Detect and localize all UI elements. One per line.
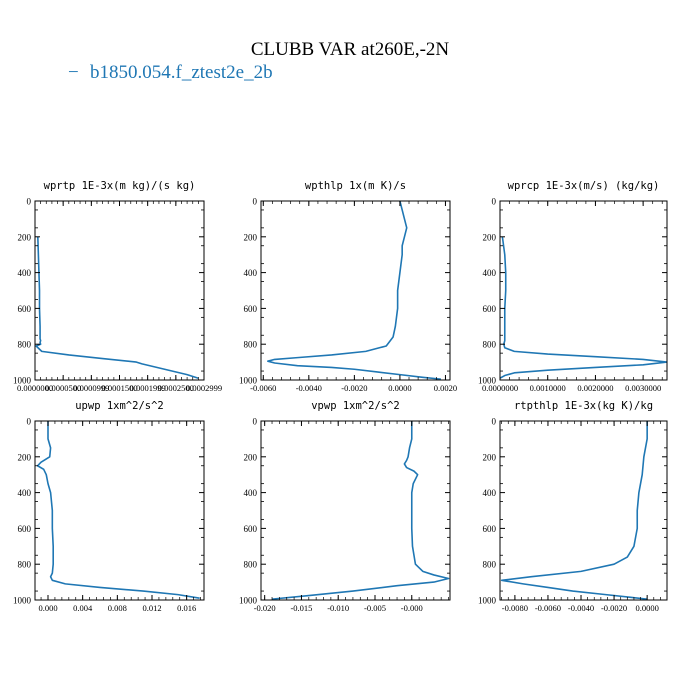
y-tick-label: 800 (483, 340, 497, 350)
x-tick-label: -0.0060 (535, 603, 561, 613)
y-tick-label: 400 (244, 488, 258, 498)
y-tick-label: 1000 (13, 376, 32, 386)
x-tick-label: 0.0000000 (482, 383, 518, 393)
plot-frame (260, 200, 451, 381)
chart-panel-4: upwp 1xm^2/s^2 0 200 400 600 800 1000 0.000 0.00… (13, 400, 205, 613)
y-tick-label: 600 (483, 304, 497, 314)
x-tick-label: 0.0020 (434, 383, 457, 393)
panel-title: wpthlp 1x(m K)/s (305, 180, 406, 192)
y-tick-label: 0 (253, 197, 258, 207)
y-tick-label: 800 (18, 340, 32, 350)
y-tick-label: 1000 (478, 376, 497, 386)
data-line-series-1 (35, 236, 199, 379)
legend-label: b1850.054.f_ztest2e_2b (90, 62, 273, 83)
plot-frame (34, 420, 205, 601)
y-tick-label: 1000 (239, 596, 258, 606)
x-tick-label: -0.0040 (568, 603, 594, 613)
data-line-series-1 (271, 421, 450, 600)
chart-panel-1: wprtp 1E-3x(m kg)/(s kg) 0 200 400 600 800 100… (13, 180, 222, 393)
data-line-series-1 (500, 236, 667, 379)
panel-title: vpwp 1xm^2/s^2 (311, 400, 400, 412)
x-tick-label: -0.0080 (502, 603, 528, 613)
y-tick-label: 200 (244, 452, 258, 462)
x-tick-label: 0.0000 (388, 383, 411, 393)
panels-grid: wprtp 1E-3x(m kg)/(s kg) 0 200 400 600 800 100… (13, 180, 668, 613)
y-tick-label: 600 (483, 524, 497, 534)
legend-marker: − (68, 62, 79, 83)
y-tick-label: 400 (244, 268, 258, 278)
x-tick-label: 0.016 (177, 603, 196, 613)
y-tick-label: 800 (244, 560, 258, 570)
x-tick-label: 0.0001999 (130, 383, 166, 393)
data-line-series-1 (500, 421, 648, 600)
x-tick-label: -0.000 (401, 603, 423, 613)
y-tick-label: 0 (492, 417, 497, 427)
x-tick-label: 0.004 (73, 603, 93, 613)
panel-title: wprtp 1E-3x(m kg)/(s kg) (44, 180, 196, 192)
x-tick-label: 0.0000999 (73, 383, 109, 393)
x-tick-label: 0.0000 (635, 603, 658, 613)
x-tick-label: -0.005 (364, 603, 386, 613)
x-tick-label: -0.020 (254, 603, 276, 613)
plot-frame (260, 420, 451, 601)
y-tick-label: 400 (483, 488, 497, 498)
panel-title: wprcp 1E-3x(m/s) (kg/kg) (508, 180, 660, 192)
y-tick-label: 0 (492, 197, 497, 207)
x-tick-label: 0.0030000 (625, 383, 661, 393)
y-tick-label: 200 (244, 232, 258, 242)
chart-panel-3: wprcp 1E-3x(m/s) (kg/kg) 0 200 400 600 800 100… (478, 180, 668, 393)
y-tick-label: 0 (27, 197, 32, 207)
y-tick-label: 600 (244, 524, 258, 534)
data-line-series-1 (267, 201, 441, 380)
x-tick-label: -0.0060 (250, 383, 276, 393)
chart-panel-2: wpthlp 1x(m K)/s 0 200 400 600 800 1000-0.0060… (239, 180, 457, 393)
x-tick-label: 0.0001500 (101, 383, 137, 393)
y-tick-label: 800 (483, 560, 497, 570)
y-tick-label: 400 (483, 268, 497, 278)
x-tick-label: 0.0000500 (45, 383, 81, 393)
x-tick-label: -0.0040 (296, 383, 322, 393)
y-tick-label: 600 (244, 304, 258, 314)
x-tick-label: 0.000 (38, 603, 57, 613)
x-tick-label: 0.0002999 (186, 383, 222, 393)
x-tick-label: 0.0000000 (17, 383, 53, 393)
panel-title: upwp 1xm^2/s^2 (75, 400, 164, 412)
x-tick-label: 0.0002500 (158, 383, 194, 393)
plot-frame (499, 420, 668, 601)
figure-title: CLUBB VAR at260E,-2N (251, 39, 450, 60)
y-tick-label: 200 (18, 232, 32, 242)
panel-title: rtpthlp 1E-3x(kg K)/kg (514, 400, 653, 412)
y-tick-label: 200 (18, 452, 32, 462)
y-tick-label: 0 (27, 417, 32, 427)
y-tick-label: 1000 (239, 376, 258, 386)
x-tick-label: 0.008 (108, 603, 127, 613)
y-tick-label: 400 (18, 268, 32, 278)
y-tick-label: 800 (18, 560, 32, 570)
y-tick-label: 600 (18, 524, 32, 534)
y-tick-label: 600 (18, 304, 32, 314)
chart-panel-6: rtpthlp 1E-3x(kg K)/kg02004006008001000-… (478, 400, 668, 613)
y-tick-label: 400 (18, 488, 32, 498)
x-tick-label: 0.0020000 (577, 383, 613, 393)
x-tick-label: -0.0020 (601, 603, 627, 613)
x-tick-label: 0.012 (142, 603, 161, 613)
y-tick-label: 0 (253, 417, 258, 427)
legend: − b1850.054.f_ztest2e_2b (68, 62, 273, 83)
x-tick-label: 0.0010000 (530, 383, 566, 393)
y-tick-label: 1000 (478, 596, 497, 606)
data-line-series-1 (36, 421, 200, 599)
y-tick-label: 1000 (13, 596, 32, 606)
chart-panel-5: vpwp 1xm^2/s^2 0 200 400 600 800 1000-0.020 -0.… (239, 400, 451, 613)
x-tick-label: -0.015 (290, 603, 312, 613)
y-tick-label: 200 (483, 232, 497, 242)
y-tick-label: 200 (483, 452, 497, 462)
x-tick-label: -0.0020 (341, 383, 367, 393)
y-tick-label: 800 (244, 340, 258, 350)
x-tick-label: -0.010 (327, 603, 349, 613)
plot-frame (499, 200, 668, 381)
